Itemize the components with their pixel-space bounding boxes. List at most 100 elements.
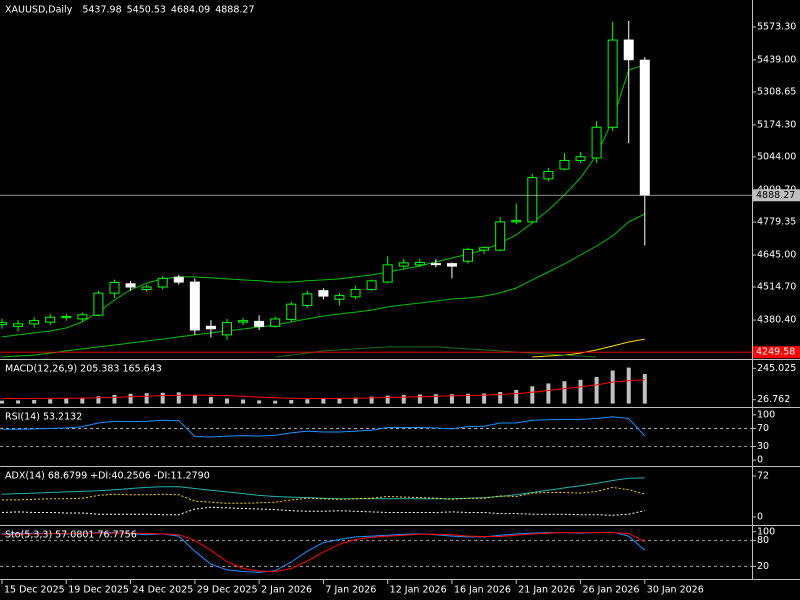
chart-title: XAUUSD,Daily — [5, 5, 73, 16]
histogram-bar — [48, 399, 53, 404]
x-tick-label: 21 Jan 2026 — [518, 585, 575, 596]
price-label-box — [753, 189, 800, 202]
histogram-bar — [160, 392, 165, 404]
indicator-line — [275, 346, 597, 358]
y-tick-label: 5174.30 — [757, 119, 796, 130]
candle-body — [221, 322, 232, 336]
candle-body — [430, 263, 441, 266]
candle-body — [414, 261, 425, 266]
candle-body — [205, 325, 216, 330]
y-tick-label: 245.025 — [757, 363, 796, 374]
candle-body — [318, 290, 329, 297]
candle-body — [286, 303, 297, 320]
histogram-bar — [16, 400, 21, 404]
candle-body — [270, 318, 281, 327]
candle-body — [173, 276, 184, 283]
candle-body — [61, 315, 72, 319]
y-tick-label: 30 — [757, 441, 769, 452]
histogram-bar — [369, 396, 374, 404]
candle-body — [189, 281, 200, 331]
price-label: 4249.58 — [756, 347, 795, 358]
candle-body — [334, 295, 345, 300]
candle-body — [575, 156, 586, 161]
y-tick-label: 0 — [757, 512, 763, 523]
indicator-line — [2, 416, 646, 438]
y-tick-label: 80 — [757, 535, 769, 546]
histogram-bar — [594, 376, 599, 404]
candle-body — [607, 39, 618, 128]
ohlc-value: 5437.98 — [82, 5, 121, 16]
pane-title: Sto(5,3,3) 57.0801 76.7756 — [5, 530, 137, 541]
pane-title: RSI(14) 53.2132 — [5, 412, 82, 423]
histogram-bar — [257, 400, 262, 404]
y-tick-label: 5573.30 — [757, 21, 796, 32]
candle-body — [45, 316, 56, 323]
x-tick-label: 24 Dec 2025 — [133, 585, 194, 596]
histogram-bar — [466, 393, 471, 404]
histogram-bar — [144, 393, 149, 404]
histogram-bar — [433, 394, 438, 404]
histogram-bar — [578, 379, 583, 404]
histogram-bar — [562, 381, 567, 404]
indicator-line — [1, 477, 645, 500]
histogram-bar — [192, 394, 197, 404]
histogram-bar — [96, 396, 101, 404]
y-tick-label: 4514.70 — [757, 282, 796, 293]
histogram-bar — [626, 367, 631, 404]
candle-body — [479, 247, 490, 251]
candle-body — [366, 280, 377, 290]
indicator-line — [1, 532, 646, 573]
candle-body — [125, 283, 136, 288]
candle-body — [559, 159, 570, 170]
candle-body — [141, 286, 152, 290]
pane-title: MACD(12,26,9) 205.383 165.643 — [5, 364, 162, 375]
histogram-bar — [64, 398, 69, 404]
candle-body — [511, 220, 522, 223]
candle-body — [591, 126, 602, 159]
candle-body — [495, 221, 506, 251]
y-tick-label: 20 — [757, 561, 769, 572]
ohlc-value: 5450.53 — [127, 5, 166, 16]
x-tick-label: 29 Dec 2025 — [197, 585, 258, 596]
histogram-bar — [224, 398, 229, 404]
x-tick-label: 19 Dec 2025 — [68, 585, 129, 596]
x-tick-label: 12 Jan 2026 — [390, 585, 447, 596]
candle-body — [382, 264, 393, 283]
y-tick-label: 4645.00 — [757, 250, 796, 261]
candle-body — [302, 293, 313, 306]
x-tick-label: 7 Jan 2026 — [325, 585, 376, 596]
histogram-bar — [546, 383, 551, 404]
candle-body — [109, 282, 120, 294]
x-tick-label: 30 Jan 2026 — [647, 585, 704, 596]
y-tick-label: 5308.65 — [757, 86, 796, 97]
candle-body — [639, 59, 650, 196]
histogram-bar — [128, 393, 133, 404]
y-tick-label: 26.762 — [757, 394, 790, 405]
y-tick-label: 70 — [757, 423, 769, 434]
indicator-line — [2, 379, 645, 399]
histogram-bar — [385, 395, 390, 404]
x-tick-label: 2 Jan 2026 — [261, 585, 312, 596]
indicator-line — [1, 64, 645, 338]
histogram-bar — [610, 370, 615, 404]
candle-body — [77, 314, 88, 320]
candle-body — [446, 263, 457, 267]
y-tick-label: 5044.00 — [757, 152, 796, 163]
histogram-bar — [449, 394, 454, 404]
indicator-line — [532, 338, 645, 358]
histogram-bar — [289, 399, 294, 404]
histogram-bar — [241, 399, 246, 404]
candle-body — [29, 320, 40, 325]
pane-title: ADX(14) 68.6799 +DI:40.2506 -DI:11.2790 — [5, 471, 210, 482]
histogram-bar — [80, 397, 85, 404]
histogram-bar — [321, 398, 326, 404]
x-tick-label: 26 Jan 2026 — [583, 585, 640, 596]
candle-body — [238, 320, 249, 323]
candle-body — [0, 322, 7, 326]
indicator-line — [1, 506, 645, 516]
y-tick-label: 5439.00 — [757, 54, 796, 65]
candle-body — [463, 248, 474, 262]
